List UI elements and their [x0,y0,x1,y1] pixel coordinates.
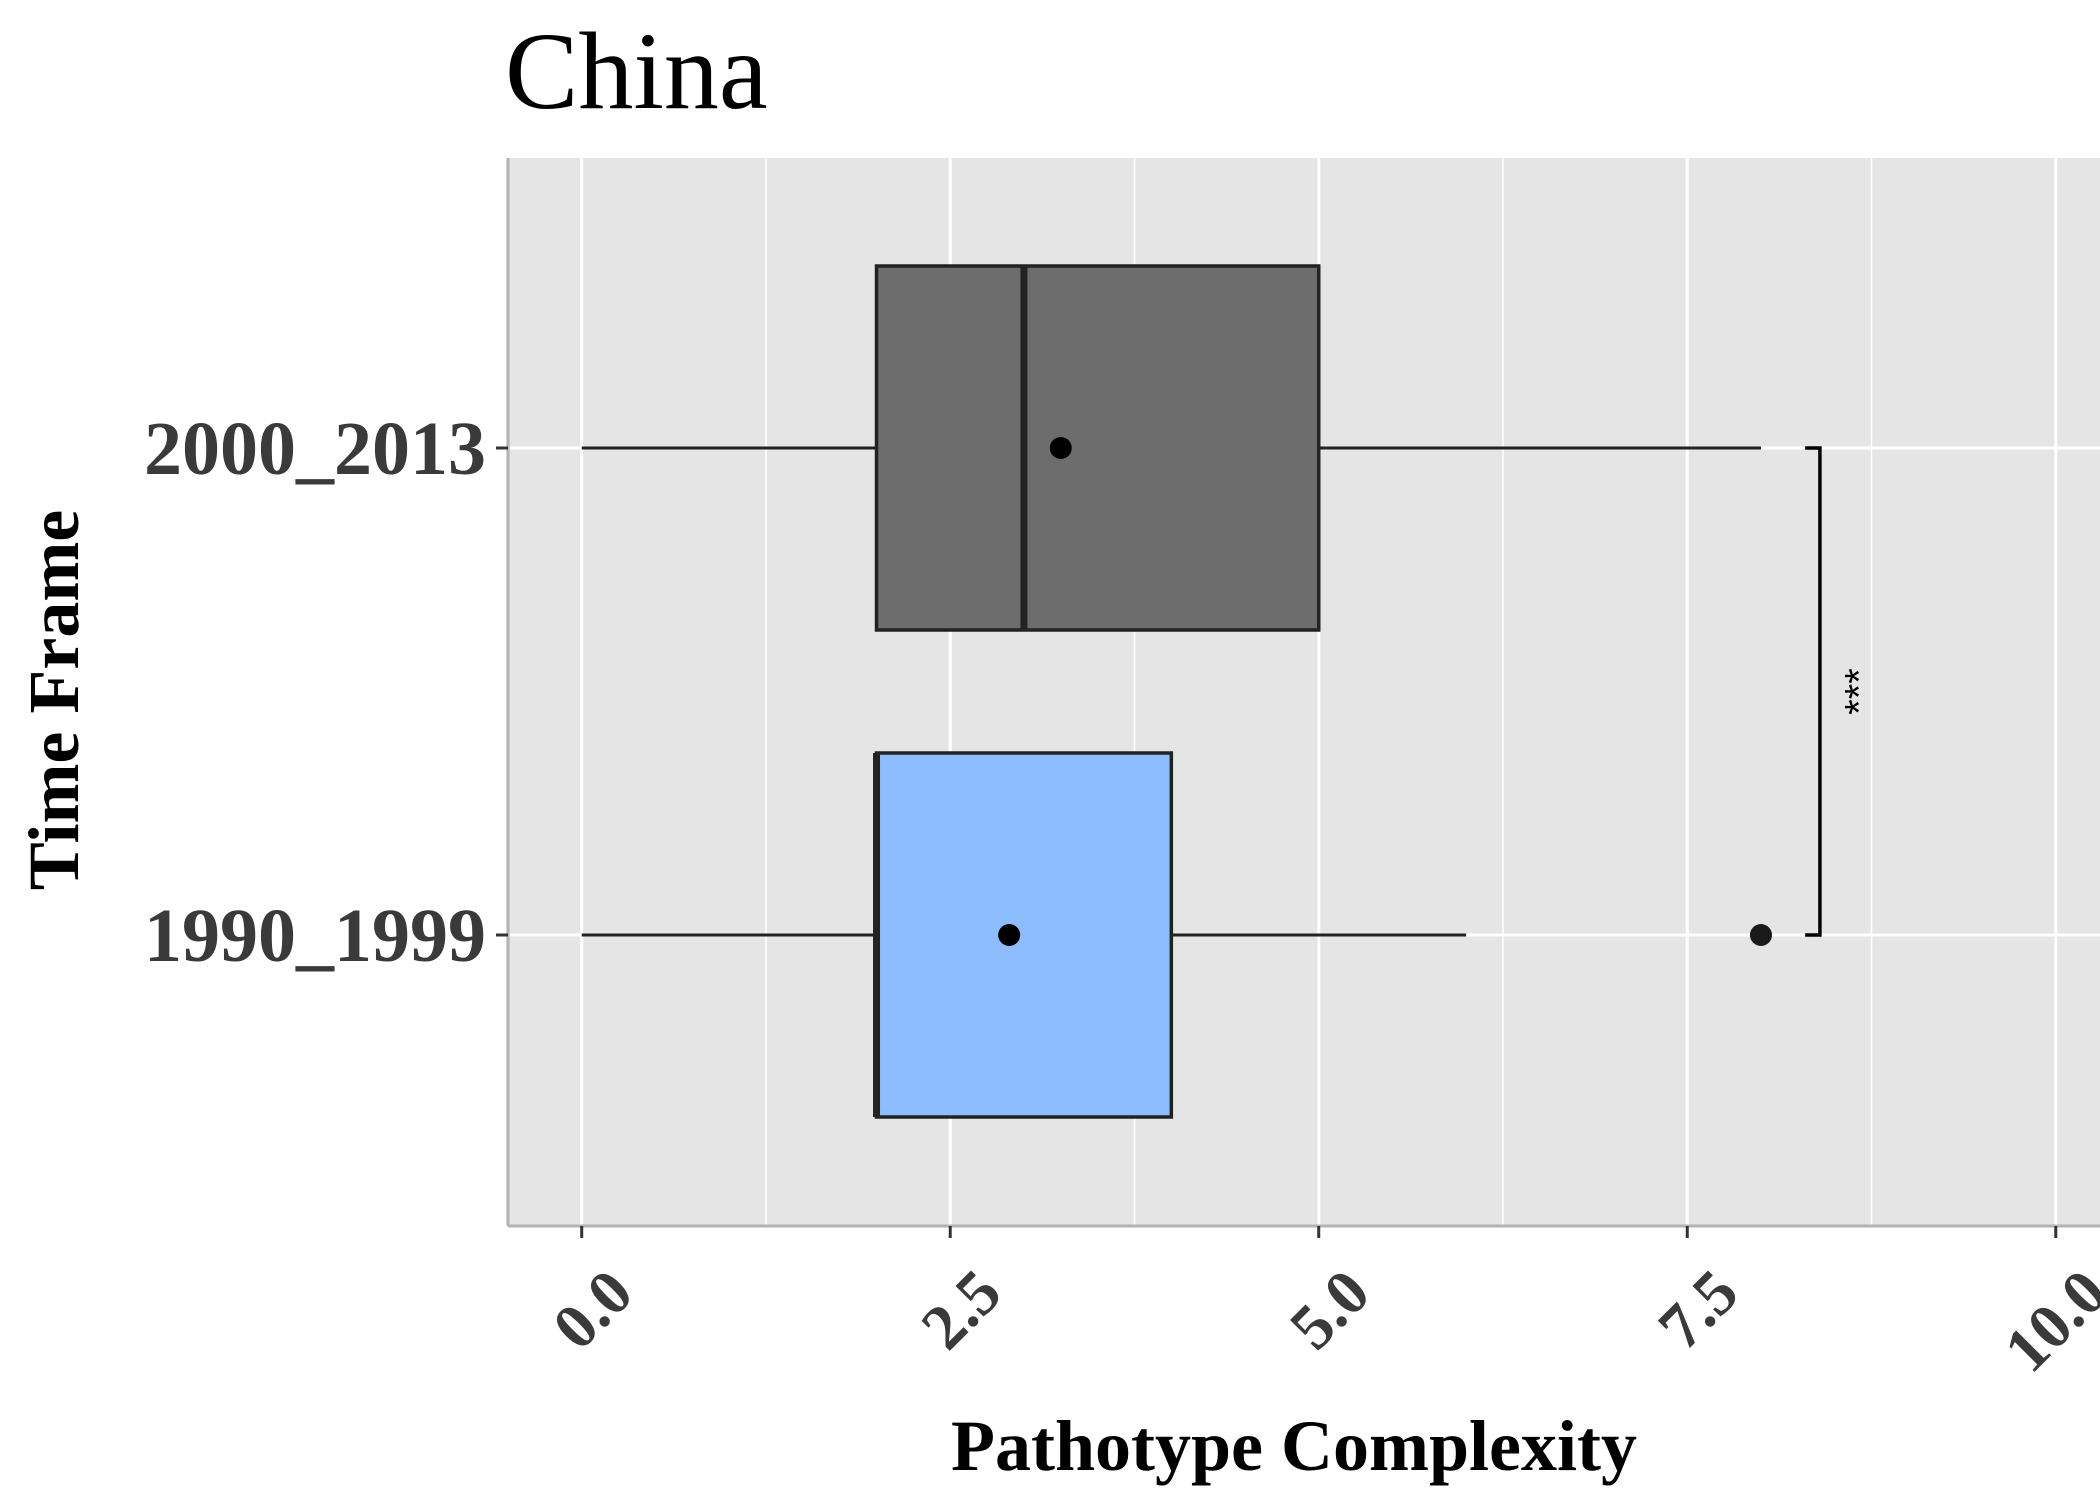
box-1990_1999 [581,751,1772,1119]
box-iqr [874,751,1174,1119]
significance-bracket: *** [1805,446,1881,937]
y-axis-title: Time Frame [14,510,94,891]
x-axis-title: Pathotype Complexity [951,1406,1637,1486]
y-tick-label: 2000_2013 [144,407,486,491]
mean-point [1049,437,1072,459]
x-tick-label: 0.0 [539,1256,646,1363]
axes: 1990_1999 2000_2013 0.0 2.5 5.0 7.5 10.0 [144,158,2100,1385]
significance-line [1805,446,1822,937]
significance-label: *** [1837,668,1881,715]
outlier-point [1749,924,1772,946]
box-2000_2013 [581,264,1761,632]
x-tick-label: 5.0 [1276,1256,1383,1363]
y-tick-label: 1990_1999 [144,894,486,978]
mean-point [998,924,1021,946]
x-tick-label: 2.5 [908,1256,1015,1363]
x-tick-label: 10.0 [1991,1256,2100,1385]
box-iqr [874,264,1321,632]
boxes-layer [581,264,1772,1119]
x-tick-label: 7.5 [1645,1256,1752,1363]
chart-title: China [505,10,768,132]
